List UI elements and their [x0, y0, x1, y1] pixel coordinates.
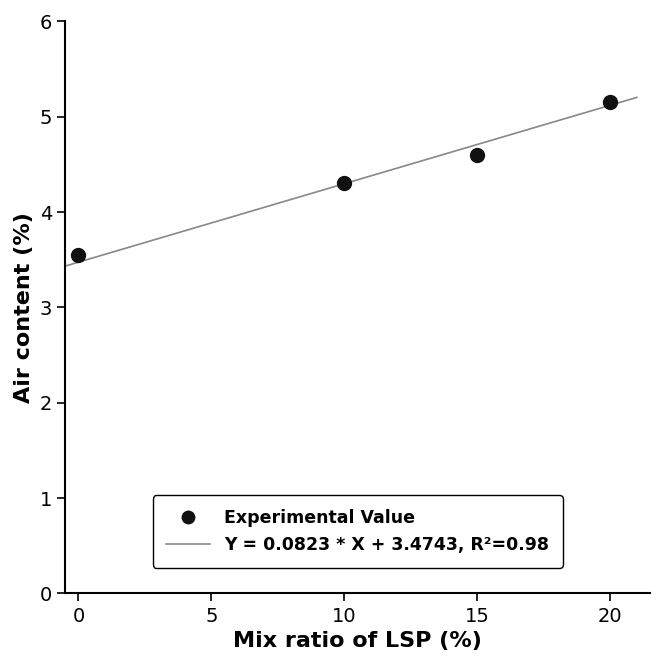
Point	[73, 249, 84, 260]
Point	[605, 97, 616, 108]
Point	[472, 150, 483, 160]
Legend: Experimental Value, Y = 0.0823 * X + 3.4743, R²=0.98: Experimental Value, Y = 0.0823 * X + 3.4…	[153, 495, 562, 567]
X-axis label: Mix ratio of LSP (%): Mix ratio of LSP (%)	[233, 631, 482, 651]
Point	[339, 178, 350, 189]
Y-axis label: Air content (%): Air content (%)	[14, 212, 34, 403]
